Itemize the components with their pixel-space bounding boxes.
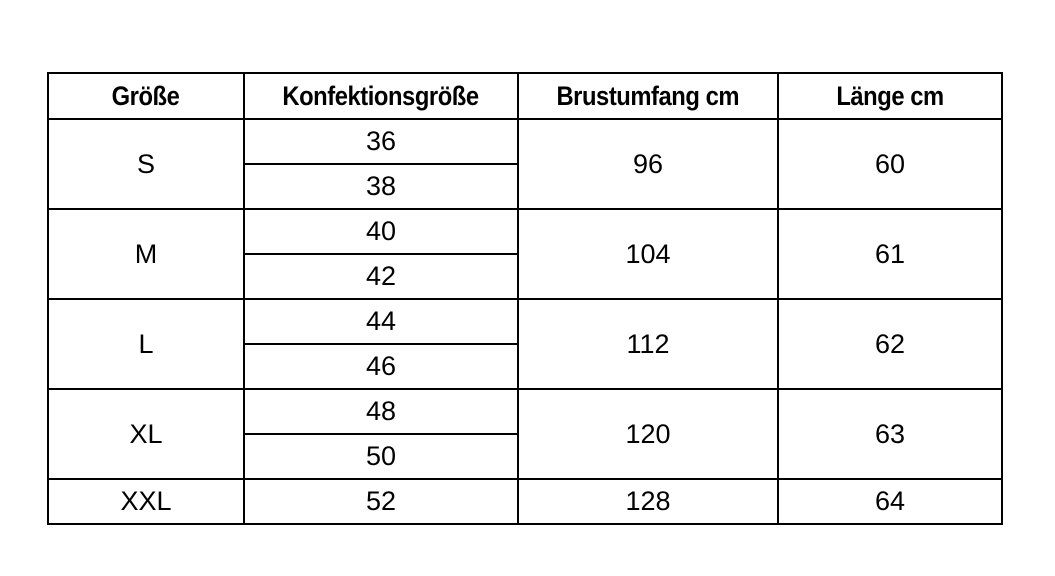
- table-row: L 44 112 62: [47, 298, 1003, 390]
- konfektion-cell: 38: [243, 163, 519, 210]
- konfektion-cell: 50: [243, 433, 519, 480]
- header-laenge: Länge cm: [777, 72, 1003, 120]
- konfektion-cell: 46: [243, 343, 519, 390]
- brustumfang-cell: 128: [517, 478, 779, 525]
- konfektion-cell: 36: [243, 118, 519, 165]
- size-cell: M: [47, 208, 245, 300]
- table-row: 46: [48, 343, 1002, 390]
- konfektion-cell: 48: [243, 388, 519, 435]
- header-label: Brustumfang cm: [556, 80, 740, 111]
- laenge-cell: 60: [777, 118, 1003, 210]
- brustumfang-cell: 104: [517, 208, 779, 300]
- size-cell: L: [47, 298, 245, 390]
- brustumfang-cell: 96: [517, 118, 779, 210]
- table-row: 50: [48, 433, 1002, 480]
- laenge-cell: 64: [777, 478, 1003, 525]
- brustumfang-cell: 120: [517, 388, 779, 480]
- table-row: S 36 96 60: [47, 118, 1003, 210]
- size-cell: XXL: [47, 478, 245, 525]
- laenge-cell: 61: [777, 208, 1003, 300]
- size-chart-table: Größe Konfektionsgröße Brustumfang cm Lä…: [47, 72, 1003, 525]
- header-groesse: Größe: [47, 72, 245, 120]
- table-row: XXL 52 128 64: [47, 478, 1003, 525]
- header-konfektionsgroesse: Konfektionsgröße: [243, 72, 519, 120]
- size-cell: S: [47, 118, 245, 210]
- laenge-cell: 63: [777, 388, 1003, 480]
- table-row: 38: [48, 163, 1002, 210]
- table-row: 42: [48, 253, 1002, 300]
- konfektion-cell: 52: [243, 478, 519, 525]
- brustumfang-cell: 112: [517, 298, 779, 390]
- header-row: Größe Konfektionsgröße Brustumfang cm Lä…: [47, 72, 1003, 120]
- header-label: Konfektionsgröße: [282, 80, 480, 111]
- konfektion-cell: 40: [243, 208, 519, 255]
- konfektion-cell: 44: [243, 298, 519, 345]
- header-label: Länge cm: [836, 80, 944, 111]
- konfektion-cell: 42: [243, 253, 519, 300]
- header-brustumfang: Brustumfang cm: [517, 72, 779, 120]
- table-row: M 40 104 61: [47, 208, 1003, 300]
- header-label: Größe: [112, 80, 180, 111]
- laenge-cell: 62: [777, 298, 1003, 390]
- table-row: XL 48 120 63: [47, 388, 1003, 480]
- size-cell: XL: [47, 388, 245, 480]
